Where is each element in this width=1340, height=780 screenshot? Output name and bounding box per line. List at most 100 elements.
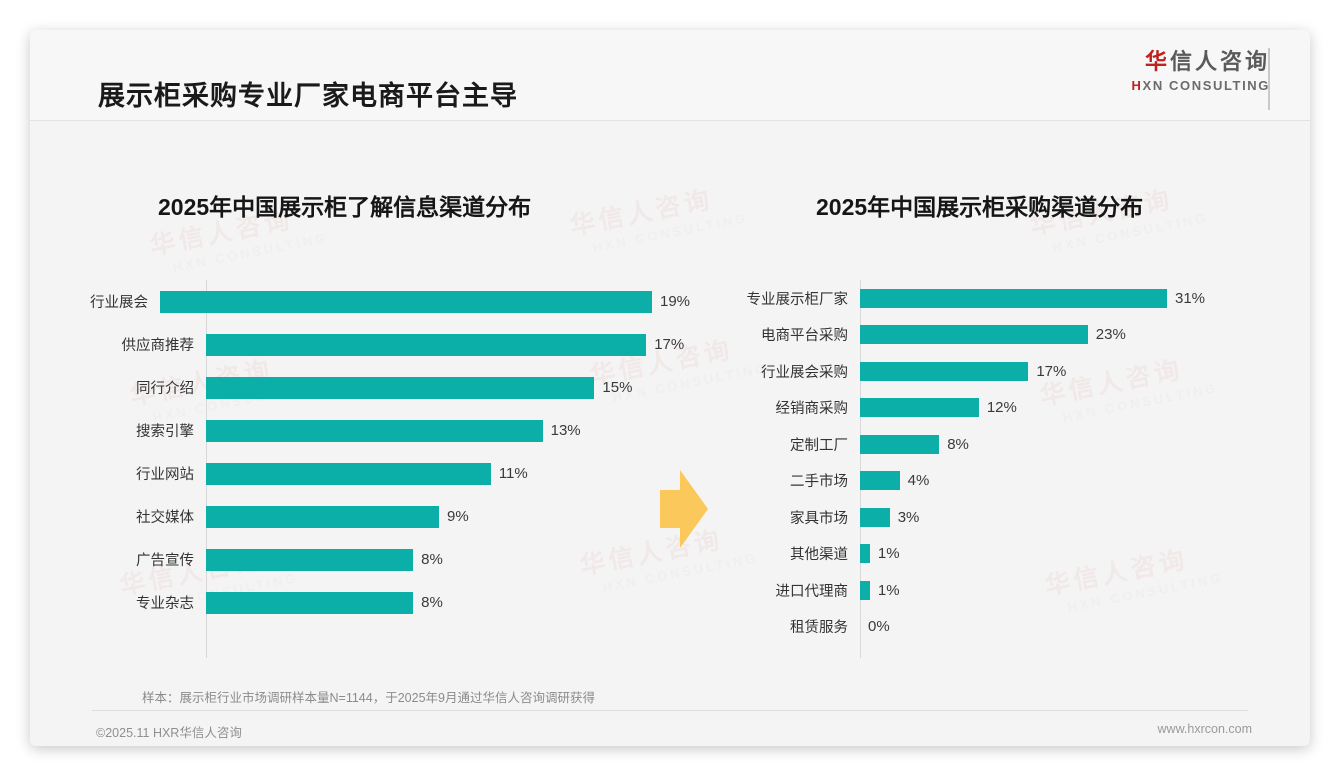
bar-category-label: 搜索引擎 (136, 424, 194, 440)
bar-row: 二手市场 4% (730, 463, 1270, 500)
bar-value-label: 17% (1036, 362, 1067, 380)
bar-category-label: 家具市场 (790, 510, 848, 527)
bar-category-label: 行业展会采购 (761, 364, 848, 381)
brand-logo-en-rest: XN CONSULTING (1142, 77, 1270, 93)
bar-row: 租赁服务 0% (730, 609, 1270, 646)
bar-category-label: 行业展会 (90, 295, 148, 311)
bar-track: 15% (206, 376, 690, 399)
bar-rows-left: 行业展会 19% 供应商推荐 17% 同行介绍 15% 搜索引擎 13% 行业网站 11% 社交媒体… (90, 280, 690, 624)
bar-row: 搜索引擎 13% (90, 409, 690, 452)
slide-header: 展示柜采购专业厂家电商平台主导 华信人咨询 HXN CONSULTING (30, 30, 1310, 121)
bar-track: 17% (860, 361, 1270, 381)
bar-category-label: 广告宣传 (136, 553, 194, 569)
bar-value-label: 4% (907, 472, 930, 490)
chart-title-left: 2025年中国展示柜了解信息渠道分布 (158, 194, 532, 220)
bar-value-label: 31% (1175, 289, 1206, 307)
bar-category-label: 其他渠道 (790, 547, 848, 564)
bar-row: 专业杂志 8% (90, 581, 690, 624)
bar (860, 325, 1088, 345)
bar-row: 电商平台采购 23% (730, 317, 1270, 354)
bar (860, 507, 890, 527)
bar-row: 经销商采购 12% (730, 390, 1270, 427)
bar-track: 17% (206, 333, 690, 356)
bar (206, 333, 647, 356)
bar (860, 398, 979, 418)
bar-track: 1% (860, 544, 1270, 564)
bar-value-label: 1% (877, 545, 900, 563)
bar-value-label: 8% (421, 594, 443, 611)
bar-value-label: 0% (868, 618, 890, 636)
bar-row: 广告宣传 8% (90, 538, 690, 581)
bar-category-label: 二手市场 (790, 474, 848, 491)
brand-logo-en-accent: H (1131, 77, 1143, 93)
page-title: 展示柜采购专业厂家电商平台主导 (98, 81, 518, 111)
bar-track: 31% (860, 288, 1270, 308)
bar-track: 9% (206, 505, 690, 528)
bar-value-label: 11% (498, 465, 528, 482)
bar-row: 专业展示柜厂家 31% (730, 280, 1270, 317)
bar-value-label: 1% (877, 581, 900, 599)
slide-canvas: 华信人咨询 HXN CONSULTING 华信人咨询 HXN CONSULTIN… (30, 30, 1310, 746)
footer-website[interactable]: www.hxrcon.com (1157, 722, 1252, 736)
bar-row: 社交媒体 9% (90, 495, 690, 538)
bar-value-label: 23% (1095, 326, 1126, 344)
right-arrow-svg (660, 470, 708, 548)
bar-category-label: 电商平台采购 (761, 328, 848, 345)
bar-row: 家具市场 3% (730, 499, 1270, 536)
bar-value-label: 15% (602, 379, 633, 396)
brand-logo-cn-accent: 华 (1144, 49, 1170, 74)
bar (206, 548, 414, 571)
chart-panel-right: 2025年中国展示柜采购渠道分布 专业展示柜厂家 31% 电商平台采购 23% 行业展会… (730, 160, 1270, 680)
bar-track: 13% (206, 419, 690, 442)
bar (206, 376, 595, 399)
bar-category-label: 社交媒体 (136, 510, 194, 526)
bar-value-label: 17% (654, 336, 685, 353)
bar-value-label: 12% (986, 399, 1017, 417)
chart-plot-right: 专业展示柜厂家 31% 电商平台采购 23% 行业展会采购 17% 经销商采购 12% 定制工厂… (730, 280, 1270, 680)
bar (860, 288, 1167, 308)
brand-logo-en: HXN CONSULTING (1098, 78, 1270, 93)
bar-row: 其他渠道 1% (730, 536, 1270, 573)
chart-panel-left: 2025年中国展示柜了解信息渠道分布 行业展会 19% 供应商推荐 17% 同行介绍 15… (90, 160, 690, 680)
bar (206, 505, 440, 528)
bar-row: 供应商推荐 17% (90, 323, 690, 366)
bar (206, 591, 414, 614)
bar-track: 8% (206, 548, 690, 571)
bar-category-label: 进口代理商 (775, 583, 849, 600)
bar-category-label: 租赁服务 (790, 620, 848, 637)
chart-plot-left: 行业展会 19% 供应商推荐 17% 同行介绍 15% 搜索引擎 13% 行业网站 11% 社交媒体… (90, 280, 690, 680)
bar-track: 23% (860, 325, 1270, 345)
bar-track: 12% (860, 398, 1270, 418)
bar (860, 434, 940, 454)
bar-category-label: 行业网站 (136, 467, 194, 483)
bar-track: 8% (860, 434, 1270, 454)
bar-track: 3% (860, 507, 1270, 527)
footer-copyright: ©2025.11 HXR华信人咨询 (96, 726, 242, 740)
bar-category-label: 同行介绍 (136, 381, 194, 397)
bar (206, 419, 543, 442)
bar (860, 471, 900, 491)
bar-row: 行业展会 19% (90, 280, 690, 323)
bar-rows-right: 专业展示柜厂家 31% 电商平台采购 23% 行业展会采购 17% 经销商采购 12% 定制工厂… (730, 280, 1270, 645)
brand-logo-cn-rest: 信人咨询 (1169, 49, 1270, 74)
bar (860, 544, 870, 564)
bar-value-label: 19% (660, 293, 691, 310)
bar-value-label: 9% (447, 508, 469, 525)
sample-footnote: 样本：展示柜行业市场调研样本量N=1144，于2025年9月通过华信人咨询调研获… (142, 691, 595, 705)
bar (206, 462, 491, 485)
bar-row: 行业展会采购 17% (730, 353, 1270, 390)
bar-track: 1% (860, 580, 1270, 600)
bar-category-label: 专业展示柜厂家 (746, 291, 849, 308)
chart-title-right: 2025年中国展示柜采购渠道分布 (816, 194, 1144, 220)
brand-logo-cn: 华信人咨询 (1098, 48, 1270, 76)
bar-category-label: 专业杂志 (136, 596, 194, 612)
brand-logo: 华信人咨询 HXN CONSULTING (1098, 48, 1270, 93)
bar-track: 11% (206, 462, 690, 485)
bar-value-label: 13% (550, 422, 581, 439)
bar-track: 19% (160, 290, 691, 313)
bar (160, 290, 652, 313)
bar-category-label: 供应商推荐 (121, 338, 195, 354)
right-arrow-icon (658, 470, 710, 548)
bar-row: 进口代理商 1% (730, 572, 1270, 609)
bar-row: 同行介绍 15% (90, 366, 690, 409)
